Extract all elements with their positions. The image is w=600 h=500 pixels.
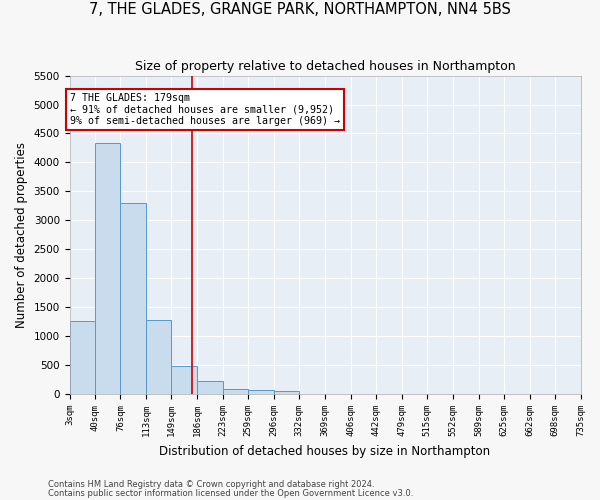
Bar (70, 320, 95, 394)
Bar (95, 144, 121, 394)
Bar (274, 390, 299, 394)
Text: 7, THE GLADES, GRANGE PARK, NORTHAMPTON, NN4 5BS: 7, THE GLADES, GRANGE PARK, NORTHAMPTON,… (89, 2, 511, 18)
Y-axis label: Number of detached properties: Number of detached properties (15, 142, 28, 328)
Bar (197, 382, 223, 394)
Bar (223, 389, 248, 394)
Text: Contains public sector information licensed under the Open Government Licence v3: Contains public sector information licen… (48, 490, 413, 498)
Title: Size of property relative to detached houses in Northampton: Size of property relative to detached ho… (135, 60, 515, 73)
Bar (172, 366, 197, 394)
Text: Contains HM Land Registry data © Crown copyright and database right 2024.: Contains HM Land Registry data © Crown c… (48, 480, 374, 489)
Bar (146, 320, 172, 394)
X-axis label: Distribution of detached houses by size in Northampton: Distribution of detached houses by size … (160, 444, 491, 458)
Text: 7 THE GLADES: 179sqm
← 91% of detached houses are smaller (9,952)
9% of semi-det: 7 THE GLADES: 179sqm ← 91% of detached h… (70, 93, 340, 126)
Bar (248, 390, 274, 394)
Bar (121, 203, 146, 394)
